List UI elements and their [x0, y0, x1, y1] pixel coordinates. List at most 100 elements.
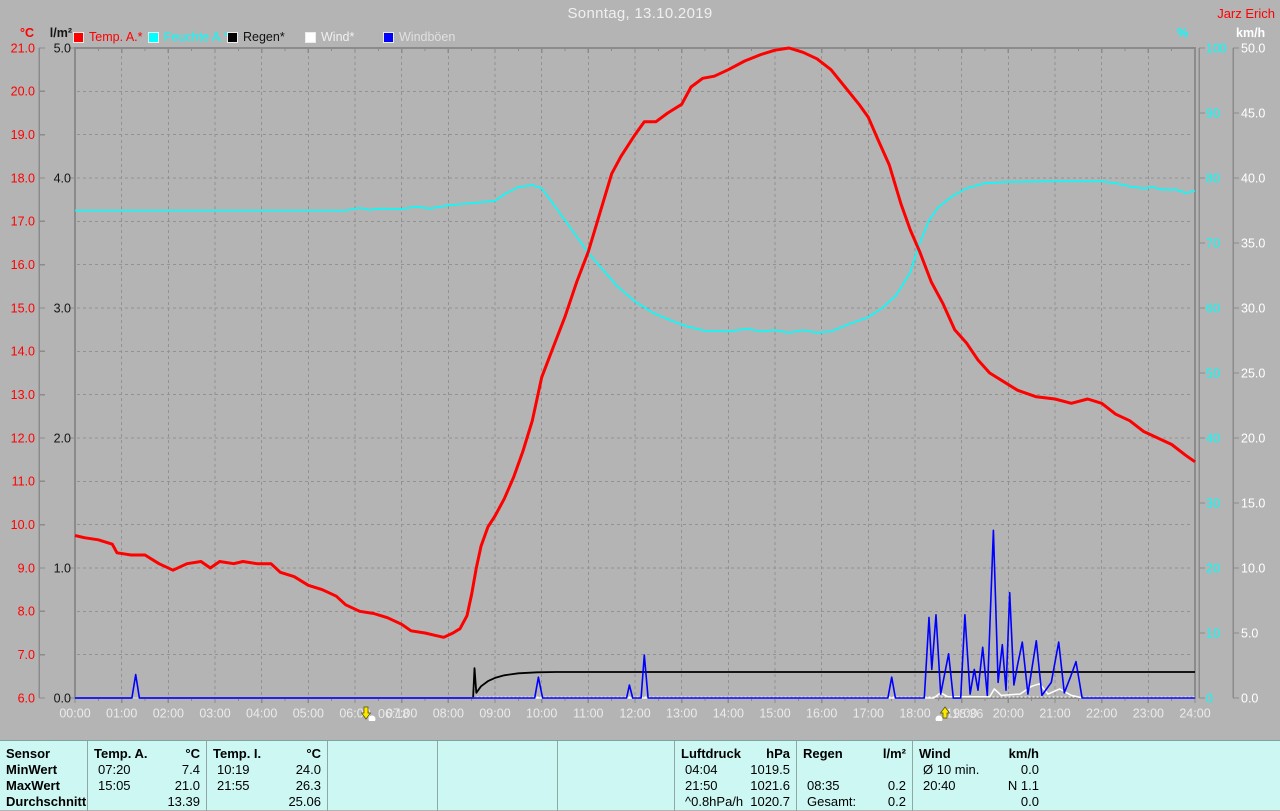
humidity-tick-label: 30 [1206, 496, 1220, 510]
table-column-tempi: Temp. I. °C 10:19 24.0 21:55 26.3 25.06 [207, 741, 328, 811]
table-row [438, 762, 557, 778]
table-cell-value: 0.0 [1020, 762, 1039, 777]
table-row: 15:05 21.0 [88, 778, 206, 794]
temp-tick-label: 11.0 [12, 475, 35, 489]
x-tick-label: 09:00 [479, 706, 510, 720]
table-cell-time [913, 794, 923, 810]
rain-tick-label: 2.0 [54, 431, 71, 445]
sunset-icon [935, 706, 950, 721]
wind-tick-label: 35.0 [1241, 236, 1265, 250]
temp-tick-label: 15.0 [11, 301, 35, 315]
table-cell-time: 07:20 [98, 762, 131, 777]
table-row [328, 778, 437, 794]
table-row [558, 794, 674, 810]
sunrise-icon [361, 706, 376, 721]
table-column-tempa: Temp. A. °C 07:20 7.4 15:05 21.0 13.39 [88, 741, 207, 811]
legend-item-label: Wind* [321, 30, 355, 44]
table-column-name [328, 746, 334, 762]
table-row-label: MinWert [6, 762, 58, 777]
table-cell-time [797, 762, 807, 778]
humidity-tick-label: 0 [1206, 691, 1213, 705]
summary-table: Sensor MinWert MaxWert Durchschnitt Temp. A.… [0, 740, 1280, 811]
table-cell-value: 21.0 [174, 778, 200, 793]
legend-color-swatch-icon [73, 31, 84, 43]
table-column-name: Luftdruck [681, 746, 741, 761]
table-column-unit [668, 746, 674, 762]
table-column-name: Regen [803, 746, 843, 761]
table-cell-time [558, 794, 568, 810]
temp-tick-label: 9.0 [18, 561, 35, 575]
table-cell-value: 13.39 [167, 794, 200, 809]
table-cell-time: 04:04 [685, 762, 718, 777]
table-cell-time [438, 794, 448, 810]
table-row [558, 778, 674, 794]
rain-tick-label: 3.0 [54, 301, 71, 315]
x-tick-label: 08:00 [433, 706, 464, 720]
x-tick-label: 20:00 [993, 706, 1024, 720]
table-column-unit: °C [185, 746, 200, 761]
table-cell-time: 21:50 [685, 778, 718, 793]
weather-chart: 21.0 20.0 19.0 18.0 17.0 16.0 15.0 14.0 13.0 12.0… [11, 41, 1266, 720]
table-column-unit: °C [306, 746, 321, 761]
rain-tick-label: 4.0 [54, 171, 71, 185]
table-row: Gesamt: 0.2 [797, 794, 912, 810]
temp-tick-label: 7.0 [18, 648, 35, 662]
wind-axis-unit-label: km/h [1236, 26, 1266, 40]
table-row [797, 762, 912, 778]
wind-tick-label: 0.0 [1241, 691, 1258, 705]
legend: Temp. A.* Feuchte A.* Regen* Wind* Windböen [0, 30, 1280, 44]
humidity-tick-label: 40 [1206, 431, 1220, 445]
rain-tick-label: 0.0 [54, 691, 71, 705]
x-tick-label: 14:00 [713, 706, 744, 720]
table-column-name [558, 746, 564, 762]
temp-tick-label: 8.0 [18, 605, 35, 619]
x-tick-label: 05:00 [293, 706, 324, 720]
table-cell-time: 08:35 [807, 778, 840, 793]
table-cell-time [438, 762, 448, 778]
legend-item-label: Feuchte A.* [164, 30, 229, 44]
x-tick-label: 17:00 [853, 706, 884, 720]
temp-tick-label: 6.0 [18, 691, 35, 705]
table-cell-value: 0.0 [1020, 794, 1039, 809]
table-cell-value: 0.2 [887, 794, 906, 809]
table-row: 21:55 26.3 [207, 778, 327, 794]
table-column-luftdruck: Luftdruck hPa 04:04 1019.5 21:50 1021.6 ^0.8hP… [675, 741, 797, 811]
table-column-unit: km/h [1008, 746, 1039, 761]
table-column-empty-3 [328, 741, 438, 811]
table-cell-time [207, 794, 217, 810]
table-column-unit: l/m² [882, 746, 906, 761]
table-row: 08:35 0.2 [797, 778, 912, 794]
table-cell-time [328, 778, 338, 794]
table-row: 21:50 1021.6 [675, 778, 796, 794]
table-cell-value: 1020.7 [750, 794, 790, 809]
sunrise-time-label: 06:18 [378, 706, 410, 721]
table-cell-time: Gesamt: [807, 794, 857, 809]
table-row-label: Sensor [6, 746, 51, 761]
series-regen [75, 667, 1195, 699]
humidity-tick-label: 100 [1206, 41, 1227, 55]
wind-tick-label: 5.0 [1241, 626, 1258, 640]
table-row: 10:19 24.0 [207, 762, 327, 778]
series-wind [75, 682, 1195, 699]
legend-item-label: Windböen [399, 30, 456, 44]
table-cell-time: Ø 10 min. [923, 762, 980, 777]
wind-tick-label: 50.0 [1241, 41, 1265, 55]
table-cell-value: 26.3 [295, 778, 321, 793]
humidity-tick-label: 80 [1206, 171, 1220, 185]
wind-tick-label: 25.0 [1241, 366, 1265, 380]
table-row-label-column: Sensor MinWert MaxWert Durchschnitt [0, 741, 88, 811]
legend-item-label: Regen* [243, 30, 285, 44]
humidity-tick-label: 90 [1206, 106, 1220, 120]
legend-item-1: Temp. A.* [73, 30, 143, 44]
sunrise-marker: 06:18 [361, 706, 409, 721]
plot-border [74, 47, 1196, 699]
table-row: 04:04 1019.5 [675, 762, 796, 778]
table-column-wind: Wind km/h Ø 10 min. 0.0 20:40 N 1.1 0.0 [913, 741, 1280, 811]
series-tempa [74, 46, 1196, 639]
table-cell-time: 20:40 [923, 778, 956, 793]
table-column-name: Temp. I. [213, 746, 262, 761]
x-tick-label: 10:00 [526, 706, 557, 720]
table-row [328, 762, 437, 778]
series-feuchtea [75, 180, 1196, 334]
x-tick-label: 19:00 [946, 706, 977, 720]
